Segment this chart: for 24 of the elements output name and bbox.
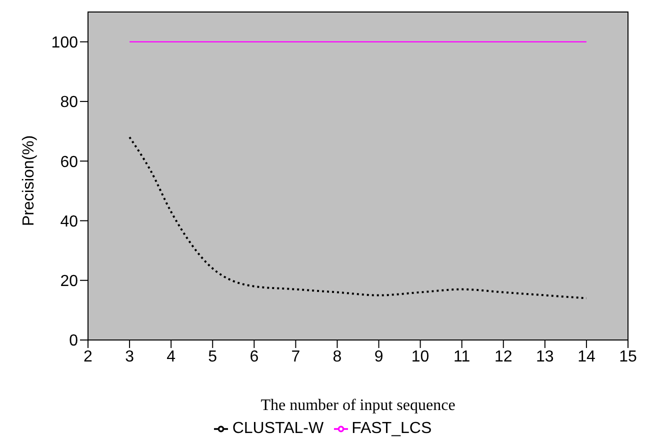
y-tick-label: 100 [51,34,78,52]
x-tick-label: 2 [84,348,93,366]
x-axis-title: The number of input sequence [260,397,456,414]
y-tick-label: 60 [60,154,78,171]
x-tick-label: 4 [166,348,176,366]
x-tick-label: 3 [125,348,134,366]
x-tick-label: 15 [619,348,637,366]
y-tick-label: 40 [60,213,78,230]
y-tick-label: 80 [60,94,78,112]
y-tick-label: 0 [69,332,78,350]
y-tick-label: 20 [60,273,78,290]
x-tick-label: 7 [291,348,300,366]
x-tick-label: 12 [494,348,512,366]
legend-label: CLUSTAL-W [232,420,324,437]
x-tick-label: 9 [374,348,384,366]
x-tick-label: 13 [536,348,554,366]
x-tick-label: 6 [250,348,259,366]
legend-label: FAST_LCS [352,420,432,437]
y-axis-title: Precision(%) [20,135,38,226]
x-tick-label: 11 [454,348,470,366]
x-tick-label: 10 [411,348,430,366]
x-tick-label: 8 [332,348,342,366]
x-tick-label: 14 [578,348,596,366]
x-tick-label: 5 [208,348,218,366]
